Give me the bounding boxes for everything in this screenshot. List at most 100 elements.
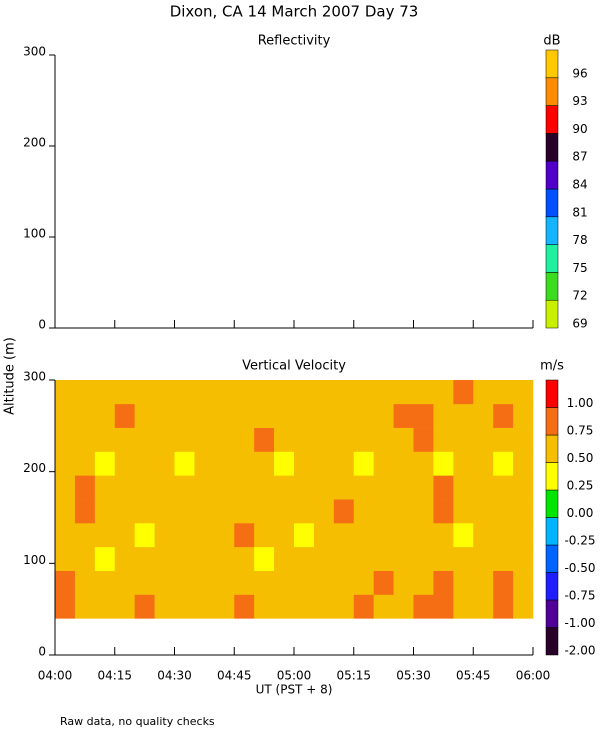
heatmap-cell — [114, 523, 135, 548]
heatmap-cell — [194, 403, 215, 428]
heatmap-cell — [373, 570, 394, 595]
heatmap-cell — [294, 403, 315, 428]
heatmap-cell — [254, 403, 275, 428]
heatmap-cell — [294, 523, 315, 548]
heatmap-cell — [473, 594, 494, 619]
heatmap-cell — [234, 546, 255, 571]
heatmap-cell — [493, 380, 514, 405]
x-tick-label: 04:30 — [157, 669, 192, 683]
heatmap-cell — [313, 499, 335, 524]
heatmap-cell — [413, 546, 434, 571]
heatmap-cell — [493, 523, 514, 548]
heatmap-cell — [294, 475, 315, 500]
x-tick-label: 04:00 — [38, 669, 73, 683]
colorbar-label: 93 — [572, 94, 587, 108]
heatmap-cell — [413, 475, 434, 500]
heatmap-cell — [114, 475, 135, 500]
heatmap-cell — [433, 475, 454, 500]
heatmap-cell — [194, 546, 215, 571]
heatmap-cell — [55, 380, 76, 405]
heatmap-cell — [194, 475, 215, 500]
colorbar-segment — [545, 49, 559, 79]
heatmap-cell — [174, 523, 195, 548]
heatmap-cell — [194, 451, 215, 476]
colorbar-segment — [545, 188, 559, 218]
figure-title: Dixon, CA 14 March 2007 Day 73 — [170, 3, 419, 21]
heatmap-cell — [393, 570, 414, 595]
colorbar-unit: m/s — [540, 359, 564, 374]
heatmap-cell — [393, 427, 414, 452]
heatmap-cell — [313, 380, 335, 405]
heatmap-cell — [234, 451, 255, 476]
heatmap-cell — [294, 546, 315, 571]
heatmap-cell — [114, 570, 135, 595]
heatmap-cell — [154, 427, 175, 452]
heatmap-cell — [373, 523, 394, 548]
heatmap-cell — [154, 546, 175, 571]
heatmap-cell — [234, 570, 255, 595]
heatmap-cell — [473, 403, 494, 428]
heatmap-cell — [214, 594, 235, 619]
heatmap-cell — [254, 594, 275, 619]
colorbar-label: -0.25 — [564, 534, 595, 548]
heatmap-cell — [493, 499, 514, 524]
heatmap-cell — [333, 475, 355, 500]
heatmap-cell — [214, 403, 235, 428]
heatmap-cell — [114, 403, 135, 428]
heatmap-cell — [274, 451, 295, 476]
x-axis-label: UT (PST + 8) — [256, 683, 333, 697]
heatmap-cell — [413, 594, 434, 619]
colorbar-segment — [545, 272, 559, 301]
heatmap-cell — [393, 594, 414, 619]
heatmap-cell — [513, 546, 534, 571]
heatmap-cell — [55, 594, 76, 619]
x-tick-label: 04:15 — [97, 669, 132, 683]
heatmap-cell — [294, 499, 315, 524]
colorbar-segment — [545, 434, 559, 463]
colorbar-label: 0.75 — [567, 424, 594, 438]
heatmap-cell — [274, 546, 295, 571]
heatmap-cell — [513, 570, 534, 595]
heatmap-cell — [333, 546, 355, 571]
heatmap-cell — [55, 403, 76, 428]
heatmap-cell — [214, 380, 235, 405]
heatmap-cell — [174, 594, 195, 619]
heatmap-cell — [453, 427, 474, 452]
heatmap-cell — [313, 427, 335, 452]
colorbar-segment — [545, 244, 559, 273]
heatmap-cell — [94, 499, 116, 524]
panel-title: Vertical Velocity — [242, 359, 346, 374]
heatmap-cell — [453, 475, 474, 500]
heatmap-cell — [274, 380, 295, 405]
y-tick-label: 200 — [23, 461, 46, 475]
colorbar-label: -2.00 — [564, 644, 595, 658]
heatmap-cell — [393, 523, 414, 548]
heatmap-cell — [94, 403, 116, 428]
colorbar-segment — [545, 599, 559, 628]
colorbar-label: 90 — [572, 122, 587, 136]
heatmap-cell — [174, 570, 195, 595]
heatmap-cell — [55, 546, 76, 571]
heatmap-cell — [254, 499, 275, 524]
colorbar-segment — [545, 517, 559, 546]
heatmap-cell — [294, 570, 315, 595]
heatmap-cell — [214, 546, 235, 571]
heatmap-cell — [393, 403, 414, 428]
heatmap-cell — [413, 570, 434, 595]
heatmap-cell — [333, 570, 355, 595]
heatmap-cell — [313, 475, 335, 500]
heatmap-cell — [154, 594, 175, 619]
heatmap-cell — [433, 594, 454, 619]
heatmap-cell — [174, 380, 195, 405]
heatmap-cell — [353, 427, 374, 452]
heatmap-cell — [134, 523, 155, 548]
heatmap-cell — [274, 403, 295, 428]
heatmap-cell — [333, 427, 355, 452]
heatmap-cell — [194, 427, 215, 452]
y-axis-label: Altitude (m) — [3, 337, 18, 415]
colorbar-segment — [545, 407, 559, 436]
heatmap-cell — [373, 451, 394, 476]
colorbar-segment — [545, 133, 559, 162]
heatmap-cell — [333, 403, 355, 428]
heatmap-cell — [194, 380, 215, 405]
